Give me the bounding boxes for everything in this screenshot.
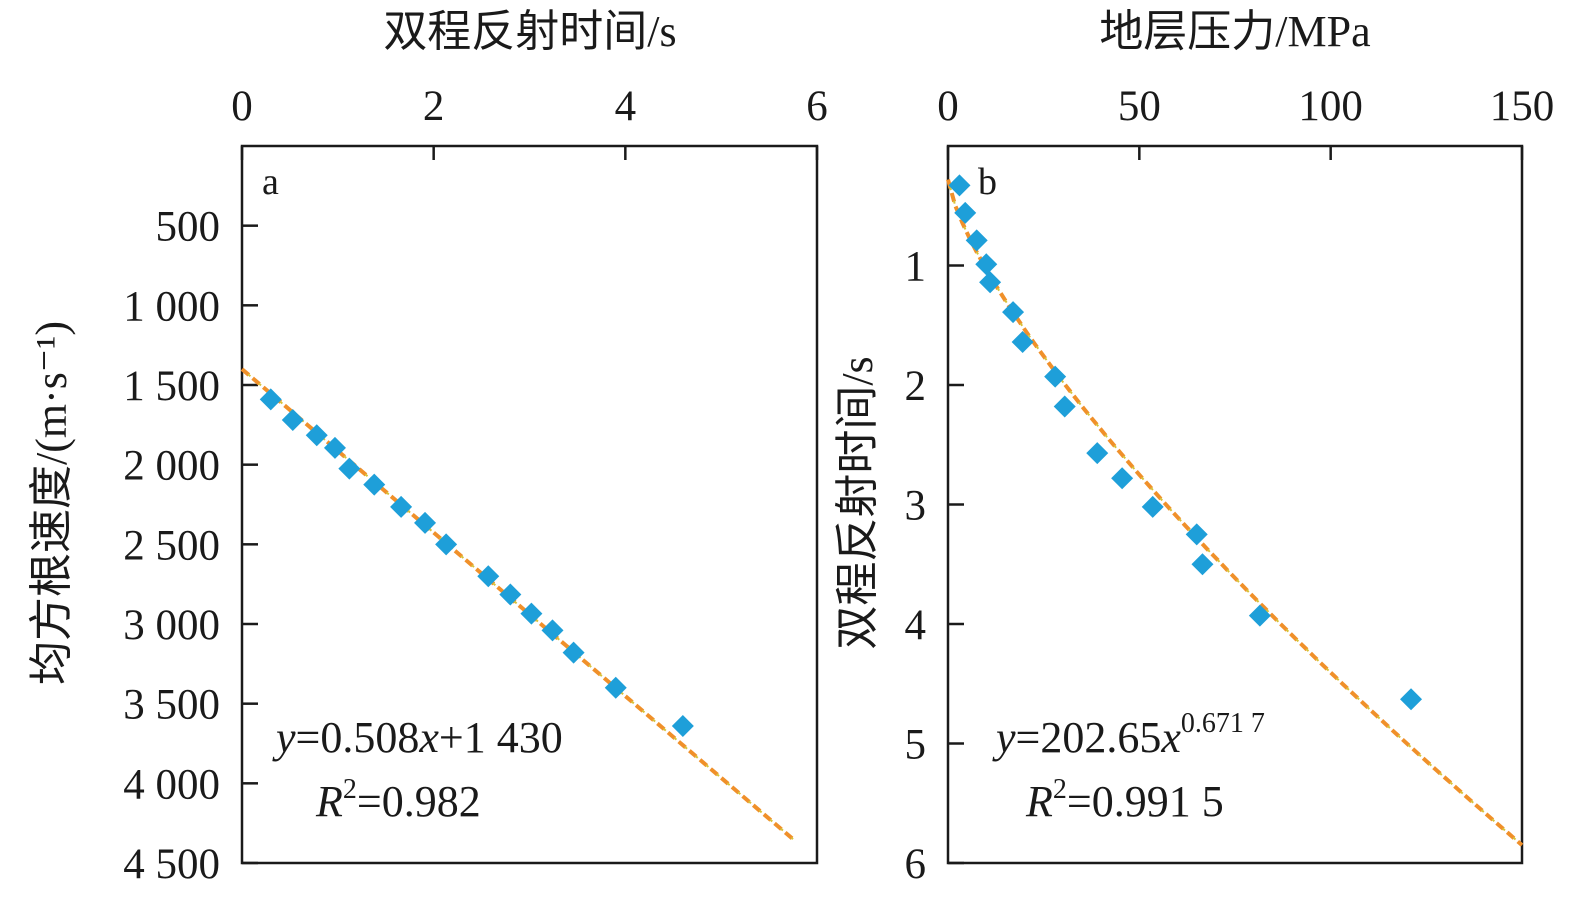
panel-b-fit-line (946, 178, 1524, 847)
panel-b-x-tick-label: 100 (1298, 83, 1363, 130)
panel-a-y-axis-label: 均方根速度/(m·s⁻¹) (27, 321, 76, 685)
panel-a-y-tick-label: 1 500 (123, 363, 220, 410)
panel-b-label: b (978, 161, 997, 203)
panel-a-data-point (604, 676, 627, 699)
panel-b-title: 地层压力/MPa (1099, 7, 1370, 56)
panel-b-data-point (979, 271, 1002, 294)
panel-b-data-point (1086, 442, 1109, 465)
panel-a-label: a (262, 161, 279, 203)
panel-a-data-point (477, 565, 500, 588)
panel-a-y-tick-label: 4 500 (123, 841, 220, 888)
panel-a-frame (240, 144, 819, 865)
panel-b-y-tick-label: 3 (905, 483, 927, 530)
panel-b-y-tick-label: 5 (905, 722, 927, 769)
panel-b-data-point (1248, 604, 1271, 627)
panel-a-data-point (520, 602, 543, 625)
panel-b-data-point (1400, 688, 1423, 711)
panel-a-y-tick-label: 2 000 (123, 443, 220, 490)
panel-b-data-point (975, 253, 998, 276)
panel-a-title: 双程反射时间/s (383, 7, 676, 56)
panel-b-data-point (1044, 365, 1067, 388)
panel-b-data-point (1111, 467, 1134, 490)
panel-b-y-axis-label: 双程反射时间/s (833, 356, 882, 649)
panel-a-x-tick-label: 6 (806, 83, 828, 130)
panel-a-data-point (281, 409, 304, 432)
panel-b-data-point (1053, 395, 1076, 418)
panel-a-y-tick-label: 2 500 (123, 522, 220, 569)
panel-b-chart: 地层压力/MPa 0 50 100 150 1 2 3 4 5 6 b y=202.65x0.6… (833, 7, 1554, 888)
panel-a-chart: 双程反射时间/s 0 2 4 6 500 1 000 1 500 2 000 2 500 3 0… (27, 7, 828, 888)
panel-a-equation: y=0.508x+1 430 (272, 713, 563, 762)
panel-b-data-point (948, 174, 971, 197)
panel-b-y-tick-label: 4 (905, 602, 927, 649)
panel-a-y-tick-label: 3 500 (123, 682, 220, 729)
panel-a-data-point (562, 641, 585, 664)
panel-b-y-tick-label: 1 (905, 244, 927, 291)
panel-a-y-tick-label: 500 (156, 204, 221, 251)
panel-b-y-tick-label: 2 (905, 363, 927, 410)
panel-a-data-point (363, 473, 386, 496)
panel-b-data-point (1011, 330, 1034, 353)
panel-b-data-point (1002, 301, 1025, 324)
panel-a-r-squared: R2=0.982 (315, 774, 481, 826)
panel-a-x-tick-label: 2 (423, 83, 445, 130)
panel-a-data-point (414, 511, 437, 534)
panel-b-y-tick-label: 6 (905, 841, 927, 888)
panel-a-data-point (259, 388, 282, 411)
panel-a-y-tick-label: 3 000 (123, 602, 220, 649)
panel-b-data-point (1141, 495, 1164, 518)
panel-b-x-tick-label: 50 (1118, 83, 1161, 130)
panel-a-data-point (323, 436, 346, 459)
panel-b-x-tick-label: 0 (937, 83, 959, 130)
panel-a-y-tick-label: 1 000 (123, 283, 220, 330)
panel-b-data-point (1185, 523, 1208, 546)
panel-b-data-point (954, 201, 977, 224)
panel-a-y-tick-label: 4 000 (123, 761, 220, 808)
panel-b-data-point (965, 229, 988, 252)
panel-a-data-point (305, 424, 328, 447)
panel-a-data-point (541, 619, 564, 642)
panel-a-data-point (499, 583, 522, 606)
panel-b-equation: y=202.65x0.671 7 (992, 708, 1265, 762)
panel-a-x-tick-label: 4 (615, 83, 637, 130)
panel-b-data-point (1191, 553, 1214, 576)
panel-a-fit-line-accent (241, 368, 794, 840)
panel-a-x-tick-label: 0 (231, 83, 253, 130)
panel-b-r-squared: R2=0.991 5 (1025, 774, 1224, 826)
panel-a-data-point (338, 457, 361, 480)
panel-a-data-point (671, 714, 694, 737)
panel-b-x-tick-label: 150 (1490, 83, 1555, 130)
panel-a-data-point (390, 495, 413, 518)
panel-a-data-point (435, 533, 458, 556)
